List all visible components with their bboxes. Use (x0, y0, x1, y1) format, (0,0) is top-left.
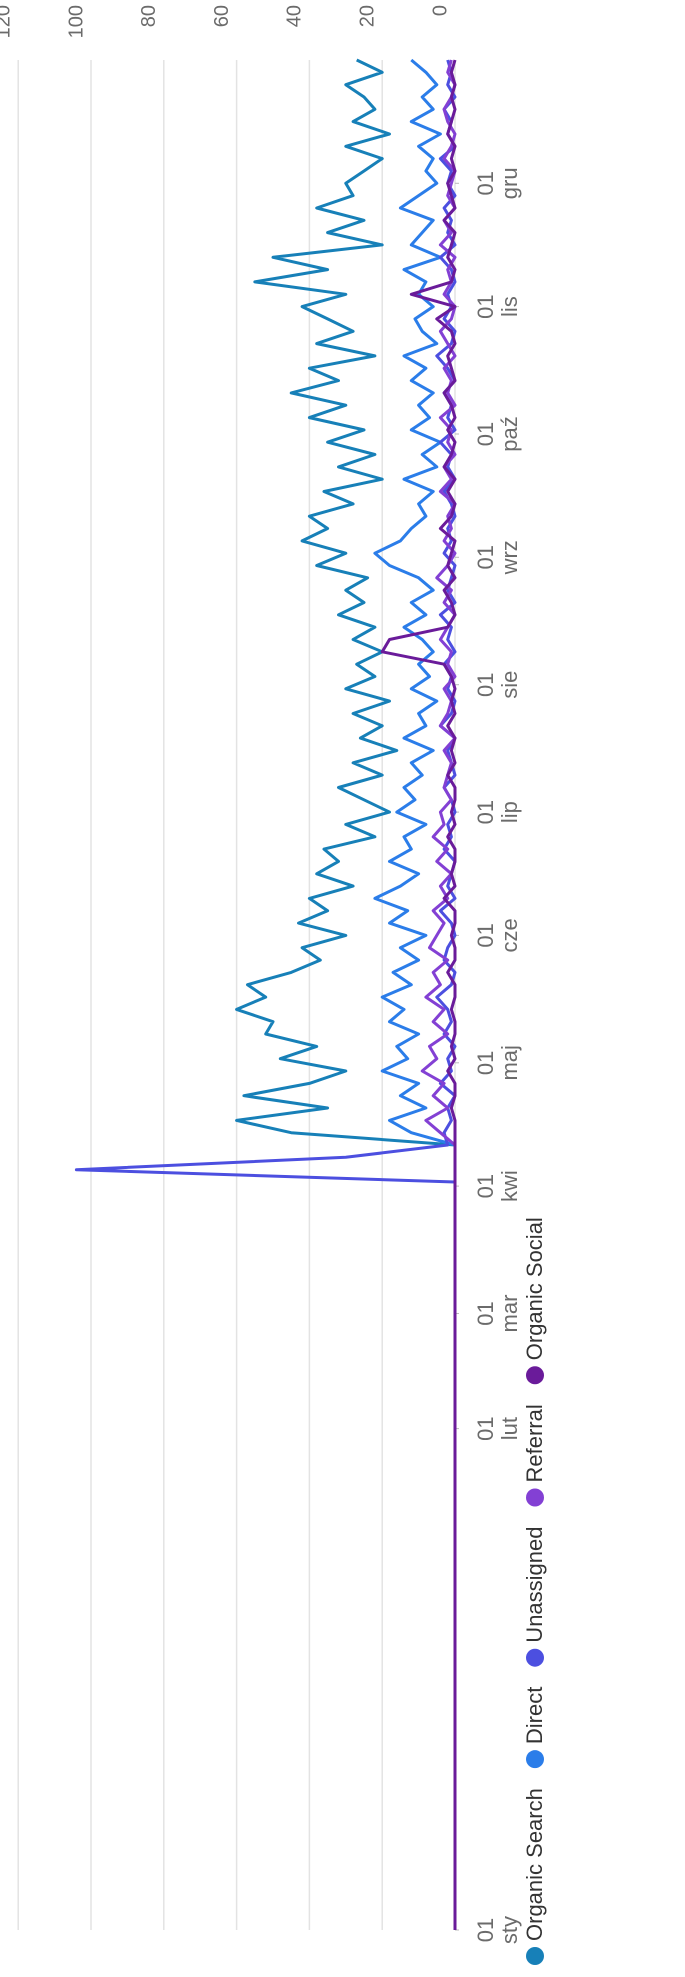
x-tick-label: 01lis (473, 294, 522, 318)
x-tick-label-line: 01 (473, 1051, 498, 1075)
x-tick-label-line: 01 (473, 1301, 498, 1325)
legend-swatch (526, 1648, 544, 1667)
x-tick-label-line: 01 (473, 294, 498, 318)
y-tick-label: 120 (0, 5, 14, 38)
x-tick-label-line: paź (497, 416, 522, 451)
x-tick-label-line: gru (497, 167, 522, 199)
x-tick-label: 01wrz (473, 540, 522, 575)
x-tick-label-line: mar (497, 1295, 522, 1333)
legend-label: Direct (522, 1687, 547, 1744)
legend-label: Organic Social (522, 1217, 547, 1360)
x-tick-label: 01lip (473, 800, 522, 824)
series-line (74, 59, 457, 1930)
series-line (373, 58, 457, 1930)
x-tick-label-line: 01 (473, 545, 498, 569)
x-tick-label-line: sty (497, 1916, 522, 1944)
x-tick-label-line: lis (497, 296, 522, 317)
rotated-plot: 02040608010012001sty01lut01mar01kwi01maj… (0, 5, 547, 1965)
x-tick-label: 01sie (473, 671, 522, 699)
x-tick-label-line: 01 (473, 422, 498, 446)
x-tick-label-line: wrz (497, 540, 522, 575)
legend-swatch (526, 1947, 544, 1965)
y-tick-label: 60 (211, 5, 233, 27)
x-tick-label-line: cze (497, 918, 522, 952)
x-tick-label-line: 01 (473, 1174, 498, 1198)
x-tick-label-line: lut (497, 1417, 522, 1440)
y-tick-label: 100 (65, 5, 87, 38)
legend-swatch (526, 1366, 544, 1385)
y-tick-label: 80 (138, 5, 160, 27)
series-line (380, 59, 457, 1930)
x-tick-label-line: 01 (473, 1918, 498, 1942)
y-tick-label: 20 (356, 5, 378, 27)
x-tick-label-line: 01 (473, 800, 498, 824)
x-tick-label-line: 01 (473, 171, 498, 195)
legend-label: Unassigned (522, 1527, 547, 1643)
x-tick-label: 01kwi (473, 1170, 522, 1202)
y-tick-label: 40 (284, 5, 306, 27)
y-tick-label: 0 (429, 5, 451, 16)
x-tick-label-line: sie (497, 671, 522, 699)
legend-swatch (526, 1488, 544, 1507)
x-tick-label-line: kwi (497, 1170, 522, 1202)
x-tick-label: 01gru (473, 167, 522, 199)
x-tick-label: 01mar (473, 1295, 522, 1333)
x-tick-label-line: 01 (473, 672, 498, 696)
legend-label: Organic Search (522, 1788, 547, 1941)
series-line (420, 59, 457, 1930)
x-tick-label: 01sty (473, 1916, 522, 1944)
x-tick-label: 01cze (473, 918, 522, 952)
x-tick-label-line: 01 (473, 923, 498, 947)
x-tick-label: 01maj (473, 1045, 522, 1080)
x-tick-label-line: maj (497, 1045, 522, 1080)
x-tick-label-line: 01 (473, 1416, 498, 1440)
x-tick-label-line: lip (497, 801, 522, 823)
series-line (235, 58, 457, 1930)
x-tick-label: 01paź (473, 416, 522, 451)
x-tick-label: 01lut (473, 1416, 522, 1440)
legend-label: Referral (522, 1404, 547, 1482)
legend-swatch (526, 1750, 544, 1769)
